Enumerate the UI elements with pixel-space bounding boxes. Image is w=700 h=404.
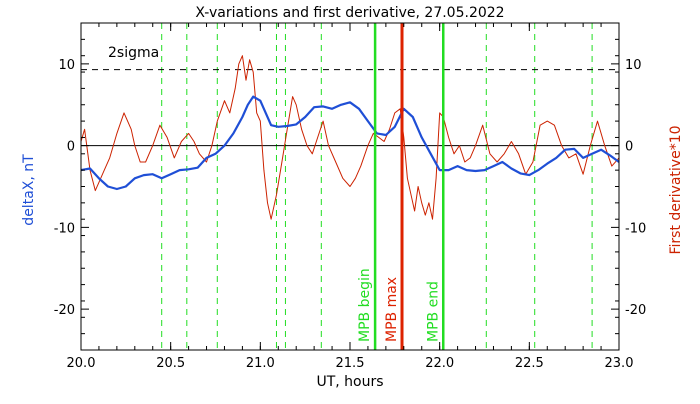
mpb-marker-label: MPB end bbox=[425, 281, 441, 342]
x-axis-label: UT, hours bbox=[316, 374, 383, 390]
sigma-label: 2sigma bbox=[108, 45, 159, 61]
y-tick-label-left: 0 bbox=[67, 140, 75, 155]
x-tick-label: 20.5 bbox=[156, 356, 185, 371]
y-tick-label-right: -20 bbox=[625, 303, 646, 318]
x-tick-label: 21.0 bbox=[246, 356, 275, 371]
tick-labels: 20.0 20.5 21.0 21.5 22.0 22.5 23.0 -20 -20 -10 -10… bbox=[54, 58, 646, 371]
deltax-series-line bbox=[80, 95, 620, 191]
y-tick-label-left: 10 bbox=[58, 58, 75, 73]
y-tick-label-right: 10 bbox=[625, 58, 642, 73]
x-tick-label: 21.5 bbox=[336, 356, 365, 371]
axes bbox=[80, 22, 620, 351]
y-axis-label-left: deltaX, nT bbox=[21, 154, 37, 226]
x-tick-label: 20.0 bbox=[67, 356, 96, 371]
x-tick-label: 22.0 bbox=[425, 356, 454, 371]
y-tick-label-left: -10 bbox=[54, 221, 75, 236]
chart-title: X-variations and first derivative, 27.05… bbox=[195, 5, 504, 21]
mpb-markers: MPB begin MPB max MPB end bbox=[357, 23, 445, 350]
derivative-series-line bbox=[80, 55, 620, 220]
x-tick-label: 23.0 bbox=[605, 356, 634, 371]
mpb-marker-label: MPB max bbox=[384, 277, 400, 342]
x-tick-label: 22.5 bbox=[515, 356, 544, 371]
series-layer bbox=[80, 55, 620, 220]
mpb-marker-label: MPB begin bbox=[357, 268, 373, 342]
reference-lines bbox=[81, 23, 619, 350]
y-tick-label-left: -20 bbox=[54, 303, 75, 318]
y-tick-label-right: 0 bbox=[625, 140, 633, 155]
y-axis-label-right: First derivative*10 bbox=[668, 125, 684, 254]
y-tick-label-right: -10 bbox=[625, 221, 646, 236]
